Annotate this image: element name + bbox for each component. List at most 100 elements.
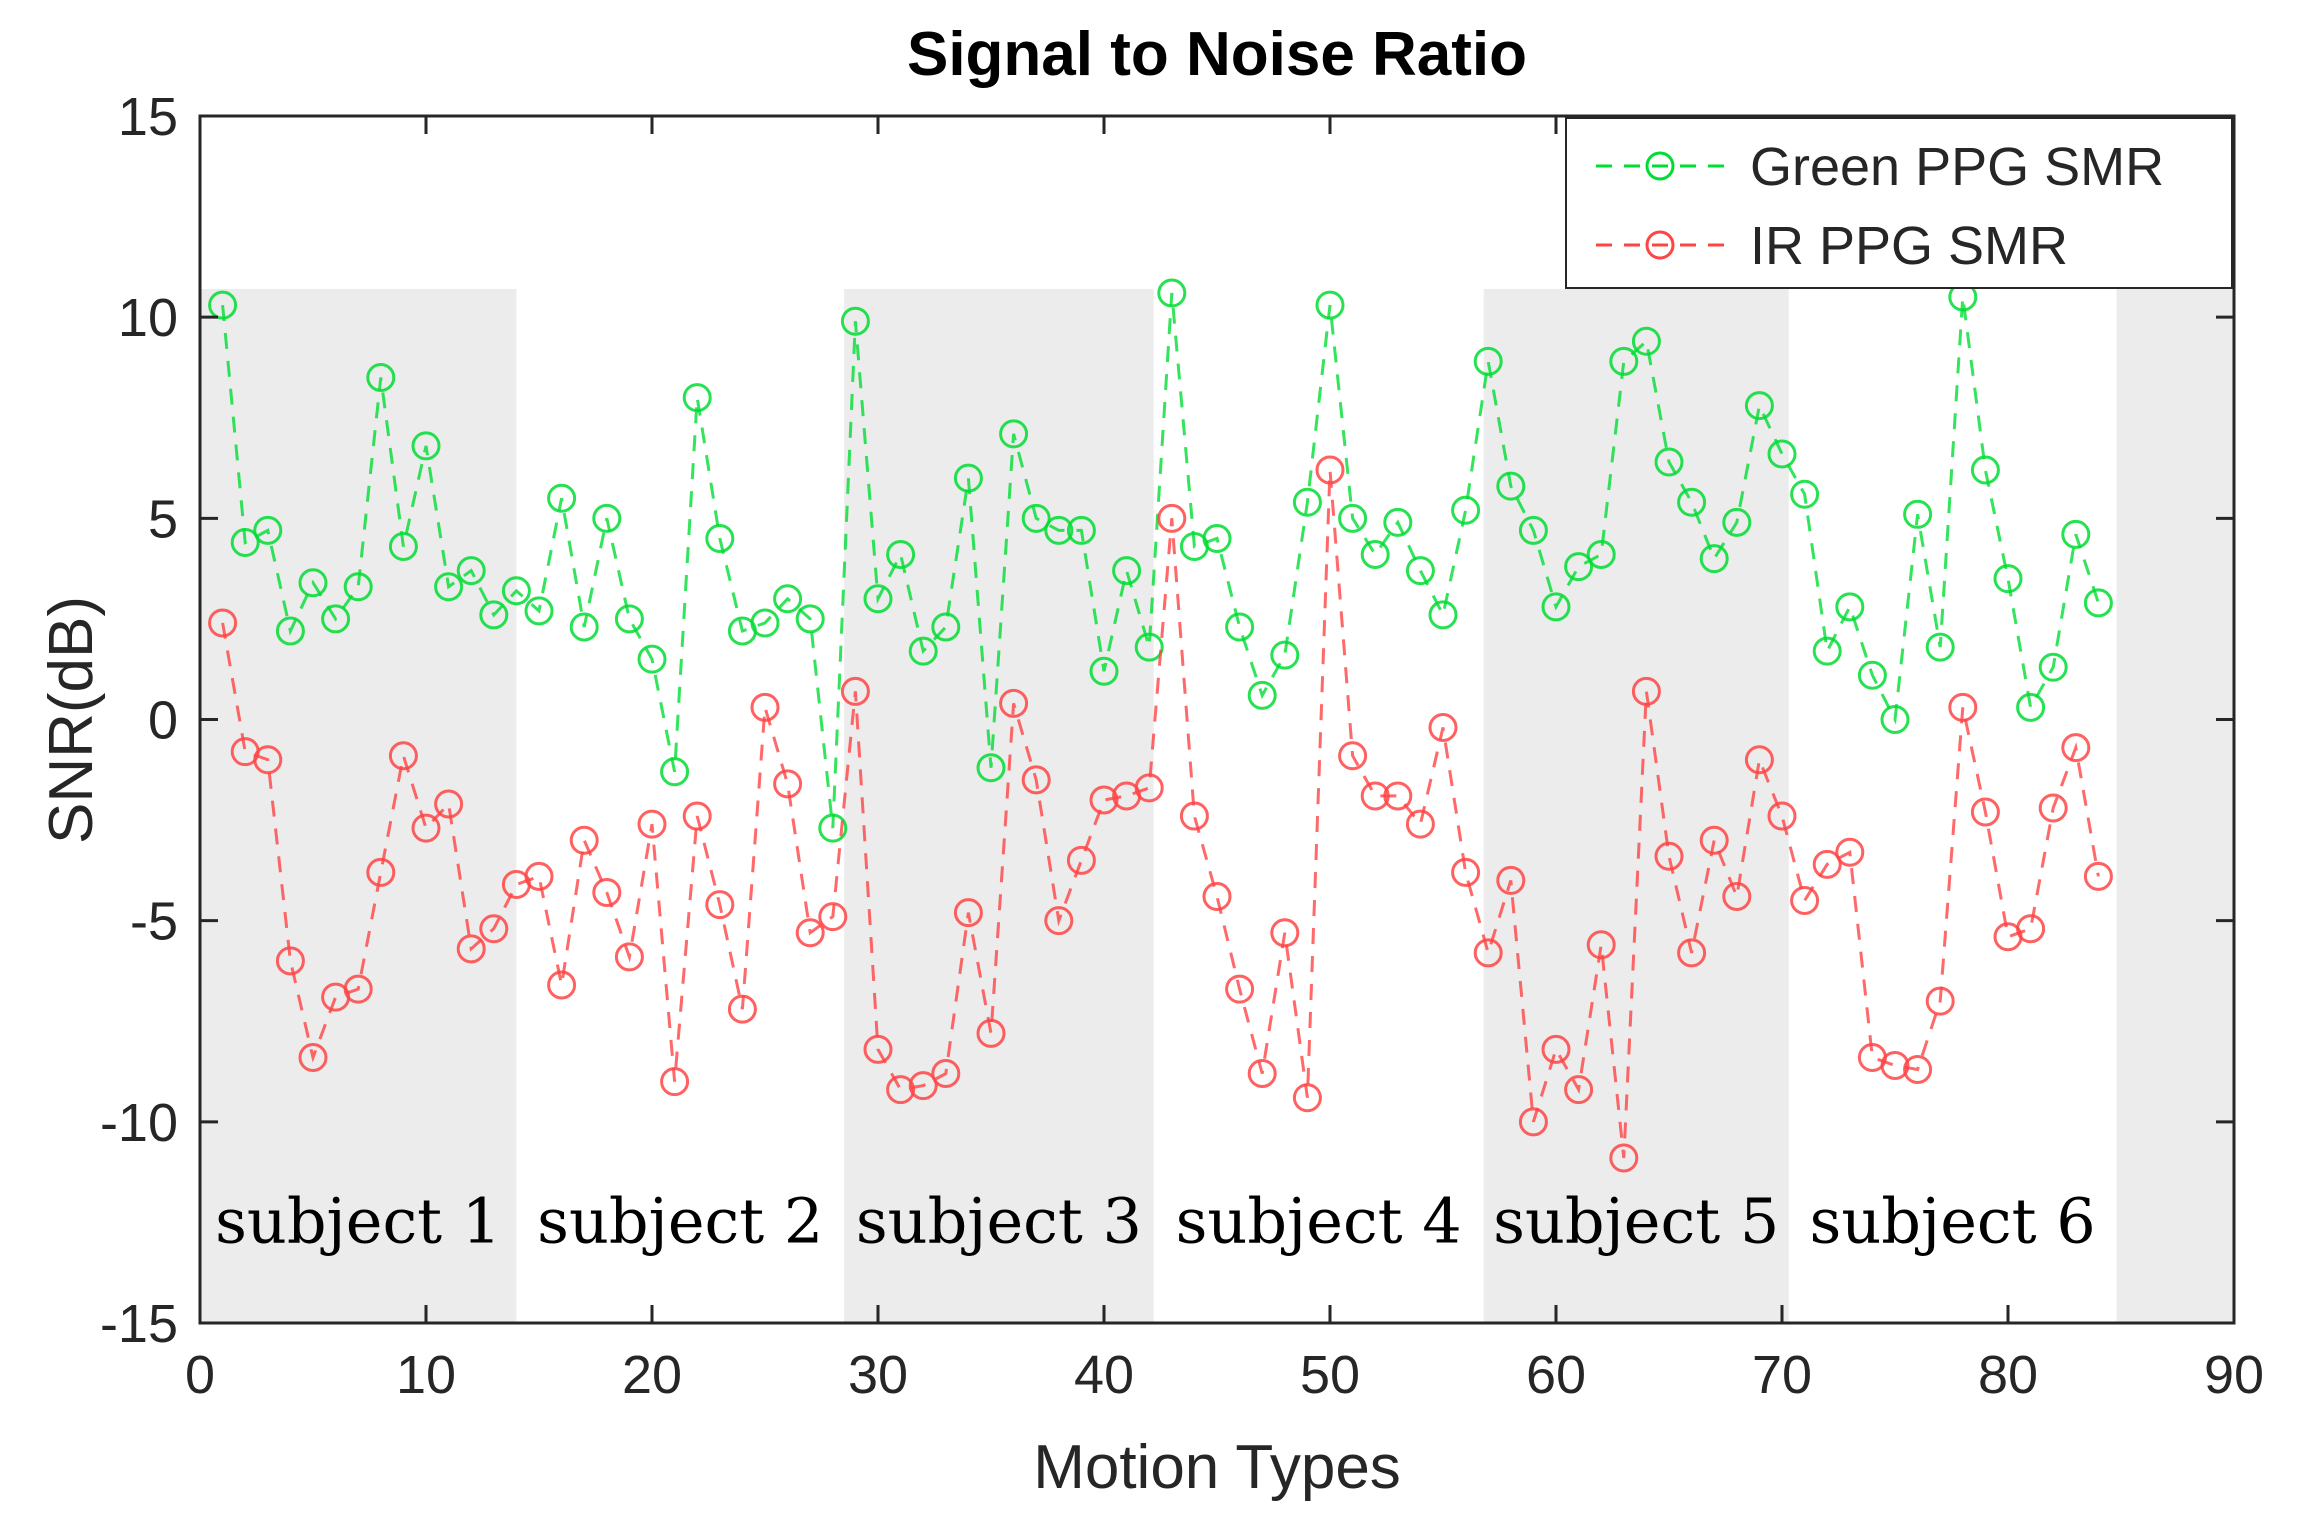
data-point: [1518, 1107, 1548, 1137]
data-point: [1112, 556, 1142, 586]
data-point: [863, 1034, 893, 1064]
data-point: [705, 523, 735, 553]
data-point: [1428, 713, 1458, 743]
data-point: [750, 608, 780, 638]
data-point: [1925, 986, 1955, 1016]
data-point: [1518, 515, 1548, 545]
data-point: [1744, 745, 1774, 775]
data-point: [682, 801, 712, 831]
data-point: [1812, 636, 1842, 666]
data-point: [1157, 503, 1187, 533]
data-point: [1292, 487, 1322, 517]
y-tick-label: 15: [118, 87, 178, 147]
data-point: [1360, 781, 1390, 811]
x-tick-label: 20: [622, 1345, 682, 1405]
data-point: [1134, 632, 1164, 662]
y-axis-ticks: 15 10 5 0 -5 -10 -15: [100, 87, 2234, 1354]
data-point: [999, 688, 1029, 718]
data-point: [750, 692, 780, 722]
x-tick-label: 90: [2204, 1345, 2264, 1405]
data-point: [1496, 471, 1526, 501]
series-ir-ppg: [208, 455, 2113, 1173]
y-tick-label: 0: [148, 691, 178, 751]
x-tick-label: 70: [1752, 1345, 1812, 1405]
data-point: [1586, 930, 1616, 960]
legend-label-ir: IR PPG SMR: [1750, 216, 2068, 276]
data-point: [1473, 346, 1503, 376]
x-tick-label: 30: [848, 1345, 908, 1405]
data-point: [1496, 865, 1526, 895]
region-shade-7: [2116, 289, 2234, 1324]
data-point: [614, 604, 644, 634]
data-point: [1202, 882, 1232, 912]
y-tick-label: -10: [100, 1093, 178, 1153]
data-point: [1564, 552, 1594, 582]
data-point: [1677, 938, 1707, 968]
data-point: [479, 914, 509, 944]
data-point: [2061, 733, 2091, 763]
y-tick-label: 5: [148, 489, 178, 549]
data-point: [1383, 781, 1413, 811]
data-point: [1473, 938, 1503, 968]
data-point: [298, 568, 328, 598]
data-point: [1247, 680, 1277, 710]
region-label-2: subject 2: [537, 1185, 823, 1258]
data-point: [366, 857, 396, 887]
data-point: [1383, 507, 1413, 537]
data-point: [1451, 857, 1481, 887]
data-point: [840, 676, 870, 706]
data-point: [569, 612, 599, 642]
data-point: [1835, 592, 1865, 622]
data-point: [1744, 391, 1774, 421]
data-point: [637, 644, 667, 674]
series-green-ppg: [208, 278, 2113, 843]
data-point: [1586, 540, 1616, 570]
y-tick-label: -15: [100, 1294, 178, 1354]
legend-marker-ir: [1645, 230, 1675, 260]
data-point: [908, 636, 938, 666]
data-point: [1066, 515, 1096, 545]
data-point: [1857, 660, 1887, 690]
data-point: [1270, 640, 1300, 670]
x-tick-label: 50: [1300, 1345, 1360, 1405]
data-point: [1767, 801, 1797, 831]
x-tick-label: 0: [185, 1345, 215, 1405]
data-point: [999, 419, 1029, 449]
data-point: [1405, 809, 1435, 839]
data-point: [298, 1042, 328, 1072]
data-point: [1609, 346, 1639, 376]
data-point: [1089, 656, 1119, 686]
data-point: [953, 898, 983, 928]
data-point: [818, 902, 848, 932]
data-point: [1134, 773, 1164, 803]
data-point: [2061, 519, 2091, 549]
data-point: [660, 757, 690, 787]
data-point: [501, 576, 531, 606]
data-point: [1812, 849, 1842, 879]
data-point: [1021, 503, 1051, 533]
data-point: [434, 572, 464, 602]
data-point: [682, 383, 712, 413]
region-shade-5: [1483, 289, 1789, 1324]
data-point: [2038, 793, 2068, 823]
data-point: [773, 584, 803, 614]
y-tick-label: 10: [118, 288, 178, 348]
data-point: [1338, 503, 1368, 533]
data-point: [1270, 918, 1300, 948]
data-point: [366, 363, 396, 393]
data-point: [208, 290, 238, 320]
series-line: [221, 469, 2100, 1159]
subject-region-labels: subject 1 subject 2 subject 3 subject 4 subj…: [215, 1185, 2096, 1258]
data-point: [976, 1018, 1006, 1048]
data-point: [1970, 797, 2000, 827]
data-point: [592, 878, 622, 908]
data-point: [1835, 837, 1865, 867]
data-point: [863, 584, 893, 614]
data-point: [931, 612, 961, 642]
data-point: [569, 825, 599, 855]
legend-label-green: Green PPG SMR: [1750, 137, 2164, 197]
data-point: [931, 1059, 961, 1089]
data-point: [795, 918, 825, 948]
region-label-6: subject 6: [1810, 1185, 2096, 1258]
